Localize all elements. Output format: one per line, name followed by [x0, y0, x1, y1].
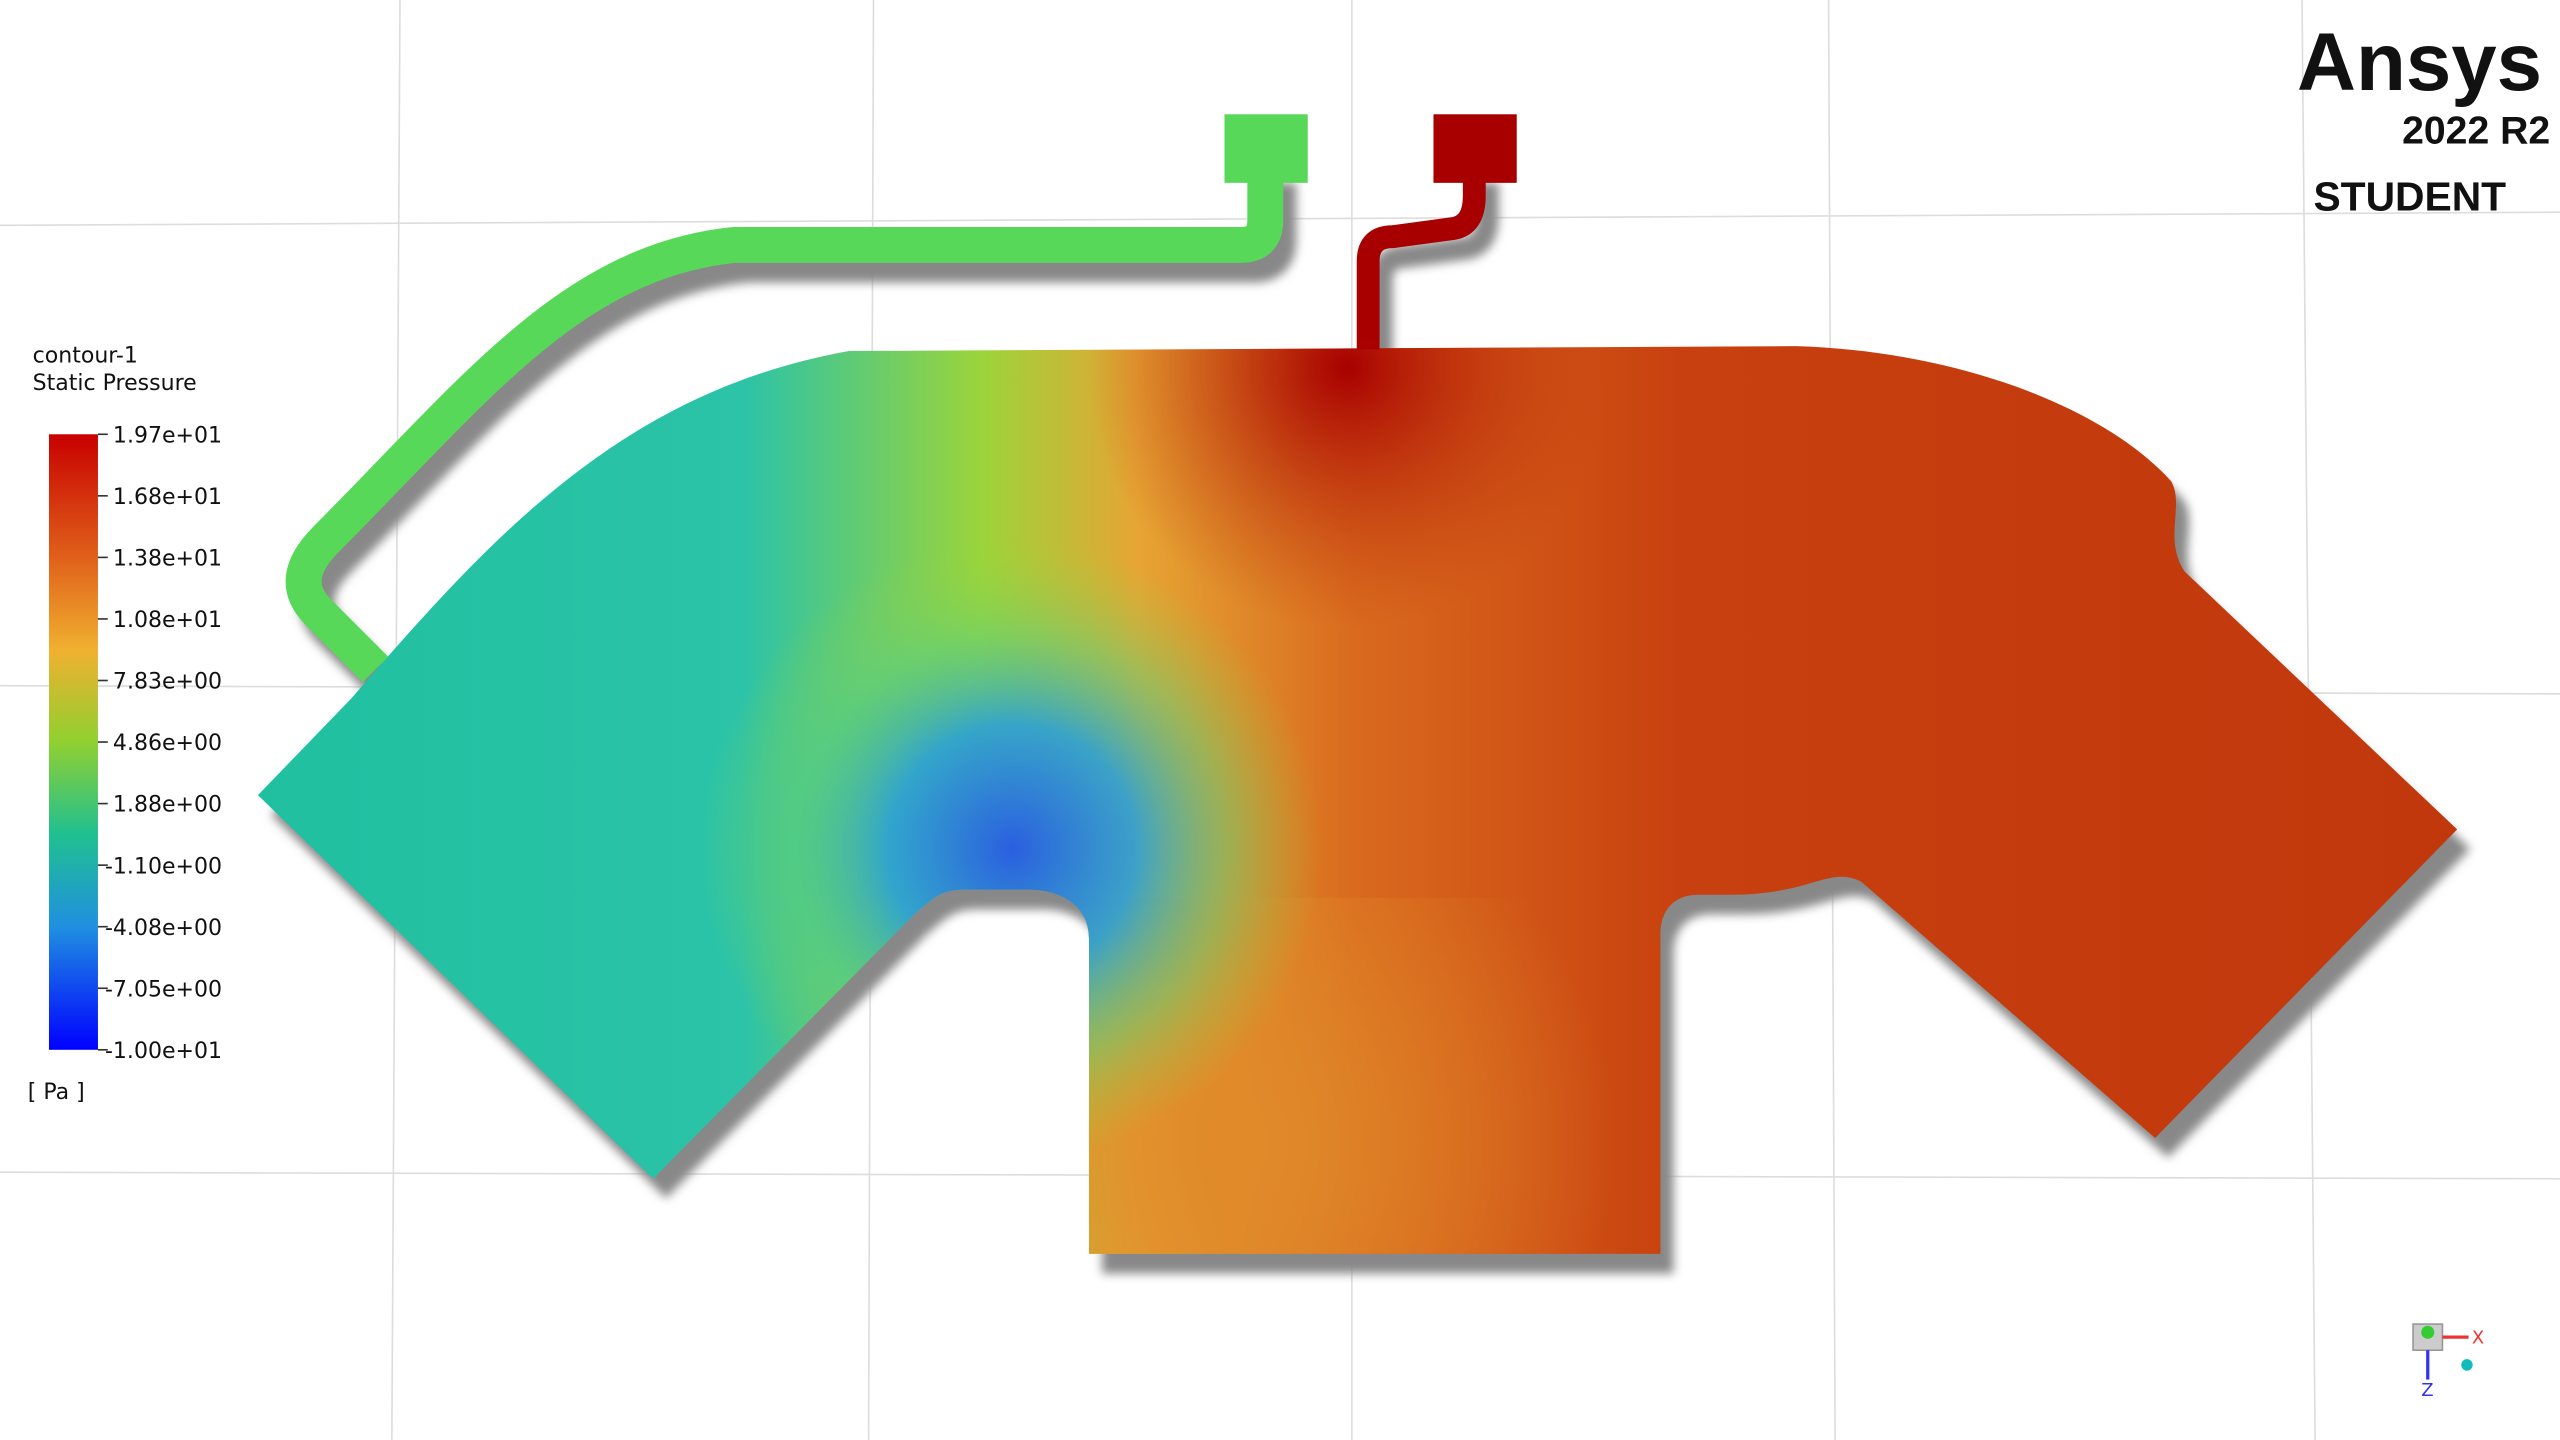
colorbar-label: 1.08e+01 [113, 608, 222, 633]
axis-triad: X Z [2412, 1323, 2484, 1401]
triad-z: Z [2421, 1380, 2433, 1401]
triad-x: X [2472, 1328, 2484, 1349]
logo: Ansys 2022 R2 STUDENT [2297, 17, 2550, 220]
colorbar-label: -1.00e+01 [105, 1039, 222, 1064]
inlet-pipe-red [1356, 114, 1517, 350]
colorbar-label: 4.86e+00 [113, 731, 222, 756]
colorbar-label: -4.08e+00 [105, 916, 222, 941]
colorbar-label: 7.83e+00 [113, 670, 222, 695]
colorbar-label: -7.05e+00 [105, 977, 222, 1002]
colorbar [48, 434, 98, 1050]
colorbar-label: 1.97e+01 [113, 423, 222, 448]
legend-units: [ Pa ] [28, 1080, 85, 1105]
legend-title: contour-1 [33, 343, 138, 368]
legend-variable: Static Pressure [33, 371, 197, 396]
inlet-pipe-green [285, 114, 1308, 683]
colorbar-label: 1.88e+00 [113, 793, 222, 818]
logo-brand: Ansys [2297, 17, 2542, 108]
logo-version: 2022 R2 [2402, 110, 2550, 153]
colorbar-label: -1.10e+00 [105, 854, 222, 879]
pressure-contour [257, 346, 2458, 1254]
colorbar-label: 1.38e+01 [113, 547, 222, 572]
colorbar-label: 1.68e+01 [113, 485, 222, 510]
logo-edition: STUDENT [2313, 174, 2506, 220]
legend: contour-1 Static Pressure 1.97e+01 1.68e+… [28, 343, 222, 1104]
